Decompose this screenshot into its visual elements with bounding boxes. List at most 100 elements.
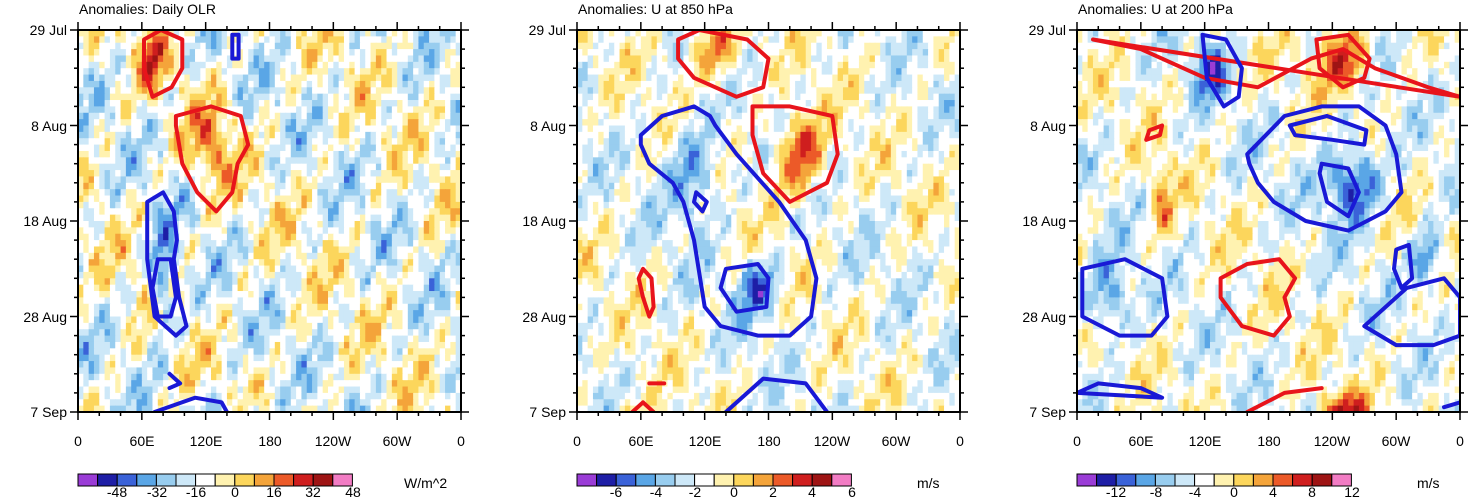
heatmap-cell bbox=[168, 208, 175, 216]
contour-negative bbox=[145, 190, 189, 338]
heatmap-cell bbox=[439, 265, 446, 273]
heatmap-cell bbox=[147, 367, 154, 375]
heatmap-cell bbox=[99, 106, 106, 114]
heatmap-cell bbox=[285, 271, 292, 279]
heatmap-cell bbox=[312, 271, 318, 279]
heatmap-cell bbox=[338, 176, 345, 184]
heatmap-cell bbox=[651, 42, 658, 50]
heatmap-cell bbox=[99, 138, 106, 146]
heatmap-cell bbox=[455, 150, 461, 158]
heatmap-cell bbox=[640, 36, 647, 44]
heatmap-cell bbox=[115, 240, 122, 248]
heatmap-cell bbox=[306, 112, 313, 120]
heatmap-cell bbox=[413, 399, 420, 407]
heatmap-cell bbox=[78, 271, 84, 279]
heatmap-cell bbox=[189, 322, 196, 330]
heatmap-cell bbox=[290, 303, 297, 311]
heatmap-cell bbox=[912, 55, 919, 63]
heatmap-cell bbox=[274, 233, 281, 241]
heatmap-cell bbox=[736, 61, 743, 69]
heatmap-cell bbox=[359, 176, 366, 184]
heatmap-cell bbox=[343, 195, 350, 203]
heatmap-cell bbox=[264, 112, 271, 120]
heatmap-cell bbox=[216, 125, 223, 133]
heatmap-cell bbox=[439, 386, 446, 394]
heatmap-cell bbox=[280, 252, 287, 260]
heatmap-cell bbox=[226, 367, 233, 375]
heatmap-cell bbox=[885, 36, 892, 44]
heatmap-cell bbox=[349, 144, 356, 152]
heatmap-cell bbox=[274, 380, 281, 388]
heatmap-cell bbox=[237, 170, 244, 178]
heatmap-cell bbox=[205, 399, 212, 407]
heatmap-cell bbox=[125, 93, 132, 101]
heatmap-cell bbox=[269, 284, 276, 292]
heatmap-cell bbox=[795, 55, 802, 63]
heatmap-cell bbox=[397, 386, 404, 394]
heatmap-cell bbox=[189, 367, 196, 375]
heatmap-cell bbox=[163, 157, 170, 165]
heatmap-cell bbox=[413, 227, 420, 235]
heatmap-cell bbox=[429, 399, 435, 407]
heatmap-cell bbox=[205, 74, 212, 82]
heatmap-cell bbox=[221, 322, 228, 330]
heatmap-cell bbox=[205, 405, 212, 412]
heatmap-cell bbox=[338, 61, 345, 69]
heatmap-cell bbox=[237, 30, 244, 37]
heatmap-cell bbox=[141, 278, 148, 286]
heatmap-cell bbox=[343, 125, 350, 133]
heatmap-cell bbox=[163, 278, 170, 286]
heatmap-cell bbox=[312, 208, 318, 216]
heatmap-cell bbox=[312, 125, 318, 133]
heatmap-cell bbox=[381, 386, 388, 394]
heatmap-cell bbox=[343, 182, 350, 190]
heatmap-cell bbox=[184, 252, 191, 260]
heatmap-cell bbox=[269, 49, 276, 57]
heatmap-cell bbox=[885, 61, 892, 69]
heatmap-cell bbox=[125, 221, 132, 228]
heatmap-cell bbox=[253, 246, 260, 254]
heatmap-cell bbox=[274, 367, 281, 375]
heatmap-cell bbox=[109, 380, 116, 388]
heatmap-cell bbox=[418, 373, 425, 381]
panel-olr: Anomalies: Daily OLR 29 Jul 8 Aug 18 Aug… bbox=[23, 1, 469, 497]
heatmap-cell bbox=[917, 42, 924, 50]
heatmap-cell bbox=[88, 195, 95, 203]
heatmap-cell bbox=[322, 265, 329, 273]
heatmap-cell bbox=[88, 284, 95, 292]
heatmap-cell bbox=[312, 150, 318, 158]
heatmap-cell bbox=[179, 170, 185, 178]
heatmap-cell bbox=[221, 367, 228, 375]
heatmap-cell bbox=[333, 380, 340, 388]
heatmap-cell bbox=[248, 335, 255, 343]
heatmap-cell bbox=[402, 316, 409, 324]
heatmap-cell bbox=[365, 106, 372, 114]
heatmap-cell bbox=[237, 297, 244, 305]
heatmap-cell bbox=[226, 380, 233, 388]
heatmap-cell bbox=[375, 74, 382, 82]
heatmap-cell bbox=[429, 189, 435, 197]
heatmap-cell bbox=[301, 150, 308, 158]
heatmap-cell bbox=[418, 106, 425, 114]
heatmap-cell bbox=[274, 246, 281, 254]
heatmap-cell bbox=[450, 284, 457, 292]
heatmap-cell bbox=[592, 55, 599, 63]
heatmap-cell bbox=[226, 49, 233, 57]
heatmap-cell bbox=[78, 316, 84, 324]
heatmap-cell bbox=[306, 291, 313, 298]
heatmap-cell bbox=[88, 144, 95, 152]
heatmap-cell bbox=[285, 303, 292, 311]
heatmap-cell bbox=[614, 42, 621, 50]
heatmap-cell bbox=[205, 182, 212, 190]
heatmap-cell bbox=[93, 361, 100, 369]
heatmap-cell bbox=[200, 49, 207, 57]
heatmap-cell bbox=[264, 74, 271, 82]
heatmap-cell bbox=[423, 163, 430, 171]
heatmap-cell bbox=[120, 405, 127, 412]
heatmap-cell bbox=[216, 329, 223, 337]
heatmap-cell bbox=[328, 61, 334, 69]
heatmap-cell bbox=[242, 233, 249, 241]
heatmap-cell bbox=[391, 392, 398, 400]
heatmap-cell bbox=[141, 380, 148, 388]
heatmap-cell bbox=[445, 112, 451, 120]
